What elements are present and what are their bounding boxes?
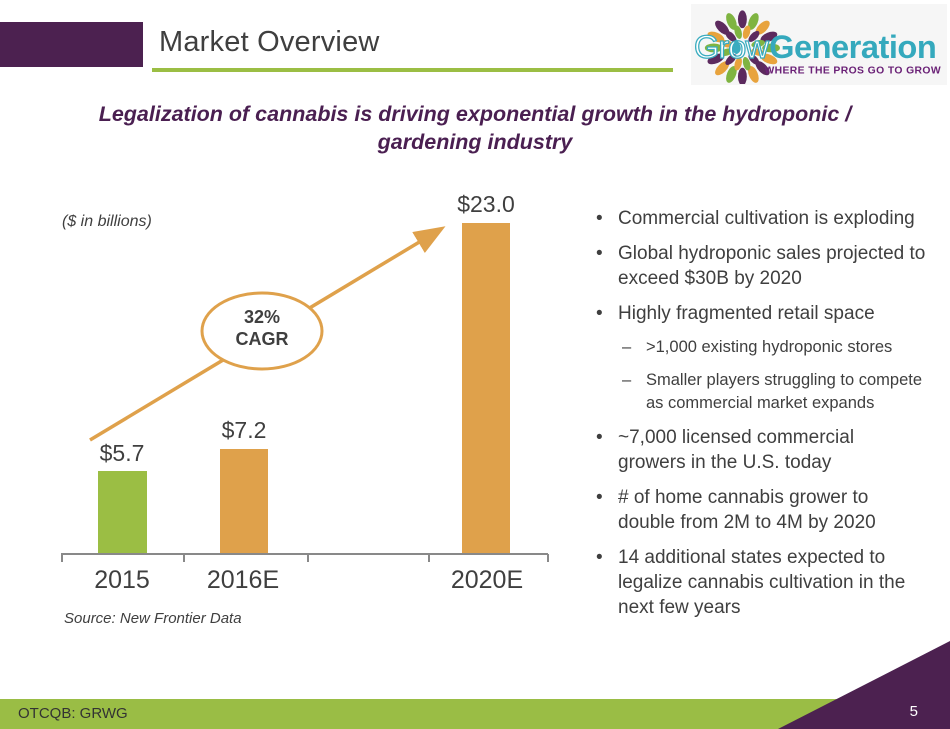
bullet-text: ~7,000 licensed commercial growers in th… [618,427,855,473]
logo-text-generation: Generation [769,28,936,65]
bar-value-2015: $5.7 [99,440,145,466]
subtitle-line-2: gardening industry [377,130,573,154]
axis-tick [547,554,549,562]
logo-flower-icon [704,10,780,86]
bar-value-2016e: $7.2 [221,417,267,443]
bullet-dot-icon: • [596,303,603,324]
list-item: • # of home cannabis grower to double fr… [586,485,926,535]
logo-text-grow: Grow [694,28,769,65]
axis-tick [428,554,430,562]
bullet-dot-icon: • [596,547,603,568]
bullet-text: 14 additional states expected to legaliz… [618,547,906,618]
list-subitem: – Smaller players struggling to compete … [618,369,926,415]
axis-tick [183,554,185,562]
axis-tick [307,554,309,562]
title-underline [152,68,673,72]
list-item: • ~7,000 licensed commercial growers in … [586,425,926,475]
bullet-text: # of home cannabis grower to double from… [618,487,876,533]
category-label-2015: 2015 [94,566,150,594]
bullet-text: Smaller players struggling to compete as… [646,371,923,412]
bar-2020e [462,223,510,554]
chart-source: Source: New Frontier Data [64,610,242,627]
growgeneration-logo: Grow Generation WHERE THE PROS GO TO GRO… [691,4,947,86]
subtitle-line-1: Legalization of cannabis is driving expo… [98,102,852,126]
bullet-text: Commercial cultivation is exploding [618,208,915,229]
ticker-label: OTCQB: GRWG [18,705,128,722]
axis-tick [61,554,63,562]
logo-graphic: Grow Generation WHERE THE PROS GO TO GRO… [693,10,941,86]
list-subitem: – >1,000 existing hydroponic stores [618,336,926,359]
chart-units-label: ($ in billions) [62,213,152,230]
list-item: • 14 additional states expected to legal… [586,545,926,620]
corner-triangle [778,641,950,729]
bullet-dot-icon: • [596,487,603,508]
x-axis-line [61,553,548,555]
logo-tagline: WHERE THE PROS GO TO GROW [764,66,941,77]
category-label-2020e: 2020E [450,566,524,594]
bullet-list: • Commercial cultivation is exploding • … [586,206,926,630]
bullet-text: >1,000 existing hydroponic stores [646,338,893,356]
bar-value-2020e: $23.0 [457,191,515,217]
bar-2015 [98,471,147,554]
bullet-dot-icon: • [596,427,603,448]
list-item: • Highly fragmented retail space [586,301,926,326]
dash-icon: – [622,338,632,356]
bar-2016e [220,449,268,554]
bullet-text: Highly fragmented retail space [618,303,875,324]
list-item: • Commercial cultivation is exploding [586,206,926,231]
header-accent-block [0,22,143,67]
water-drop-icon [732,39,741,55]
slide-subtitle: Legalization of cannabis is driving expo… [0,100,950,156]
bullet-dot-icon: • [596,243,603,264]
page-title: Market Overview [159,26,380,58]
category-label-2016e: 2016E [206,566,280,594]
list-item: • Global hydroponic sales projected to e… [586,241,926,291]
bullet-text: Global hydroponic sales projected to exc… [618,243,926,289]
dash-icon: – [622,371,632,389]
cagr-annotation: 32% CAGR [202,306,322,350]
bullet-dot-icon: • [596,208,603,229]
page-number: 5 [909,703,918,720]
cagr-label: CAGR [235,329,289,349]
cagr-value: 32% [243,307,281,327]
